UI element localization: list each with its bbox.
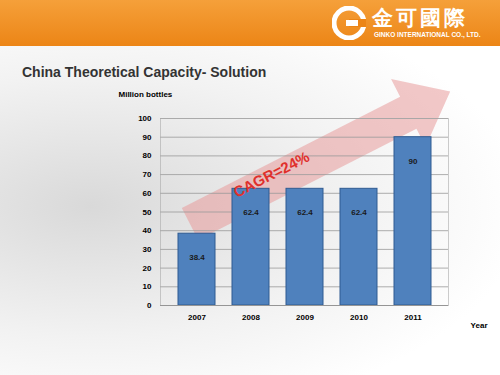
svg-text:10: 10 [143, 282, 152, 291]
svg-text:2010: 2010 [350, 313, 368, 322]
svg-text:62.4: 62.4 [243, 208, 259, 217]
svg-text:38.4: 38.4 [189, 253, 205, 262]
svg-text:2007: 2007 [188, 313, 206, 322]
html-text:China Theoretical Capacity- So: China Theoretical Capacity- Solution [22, 64, 267, 80]
svg-text:60: 60 [143, 189, 152, 198]
html-text:GINKO INTERNATIONAL CO., LTD.: GINKO INTERNATIONAL CO., LTD. [374, 31, 481, 38]
svg-text:2011: 2011 [404, 313, 422, 322]
svg-text:2009: 2009 [296, 313, 314, 322]
svg-text:Million bottles: Million bottles [119, 90, 173, 99]
svg-text:2008: 2008 [242, 313, 260, 322]
svg-text:CAGR=24%: CAGR=24% [230, 148, 312, 201]
svg-text:90: 90 [409, 157, 418, 166]
svg-text:Year: Year [471, 321, 488, 330]
svg-text:40: 40 [143, 226, 152, 235]
svg-text:62.4: 62.4 [351, 208, 367, 217]
svg-text:50: 50 [143, 208, 152, 217]
svg-text:30: 30 [143, 245, 152, 254]
svg-text:70: 70 [143, 170, 152, 179]
svg-text:62.4: 62.4 [297, 208, 313, 217]
html-text:金可國際: 金可國際 [372, 6, 468, 30]
svg-text:20: 20 [143, 264, 152, 273]
svg-text:90: 90 [143, 133, 152, 142]
svg-text:100: 100 [138, 114, 152, 123]
svg-text:80: 80 [143, 151, 152, 160]
svg-text:0: 0 [147, 301, 152, 310]
